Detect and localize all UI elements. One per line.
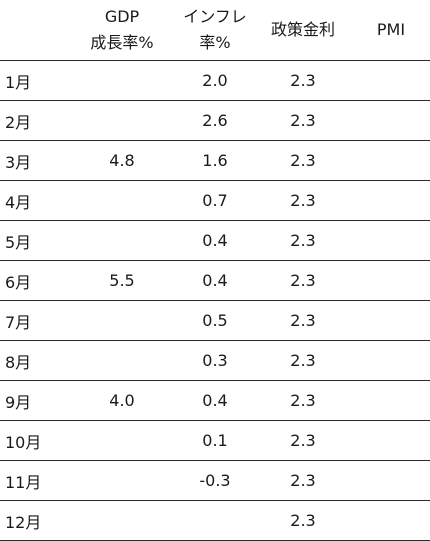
cell-inflation: -0.3 (176, 460, 254, 501)
cell-policy-rate: 2.3 (254, 220, 352, 261)
cell-inflation (176, 500, 254, 541)
cell-pmi (352, 460, 430, 501)
table-row: 11月 -0.3 2.3 (0, 460, 430, 501)
cell-month: 4月 (0, 180, 68, 221)
cell-inflation: 0.3 (176, 340, 254, 381)
cell-month: 6月 (0, 260, 68, 301)
table-body: 1月 2.0 2.3 2月 2.6 2.3 3月 4.8 1.6 2.3 4月 0.7 2.3 5月 0.4… (0, 60, 430, 541)
cell-inflation: 0.4 (176, 220, 254, 261)
cell-inflation: 2.0 (176, 60, 254, 101)
cell-month: 3月 (0, 140, 68, 181)
table-row: 4月 0.7 2.3 (0, 180, 430, 221)
cell-gdp-growth: 4.0 (68, 380, 176, 421)
header-inflation-line1: インフレ (183, 7, 247, 26)
cell-policy-rate: 2.3 (254, 340, 352, 381)
cell-month: 2月 (0, 100, 68, 141)
cell-policy-rate: 2.3 (254, 180, 352, 221)
table-row: 7月 0.5 2.3 (0, 300, 430, 341)
cell-pmi (352, 340, 430, 381)
table-row: 6月 5.5 0.4 2.3 (0, 260, 430, 301)
cell-month: 9月 (0, 380, 68, 421)
cell-policy-rate: 2.3 (254, 500, 352, 541)
cell-policy-rate: 2.3 (254, 260, 352, 301)
cell-pmi (352, 220, 430, 261)
cell-gdp-growth (68, 220, 176, 261)
header-row: GDP 成長率% インフレ 率% 政策金利 PMI (0, 0, 430, 61)
cell-pmi (352, 300, 430, 341)
cell-policy-rate: 2.3 (254, 420, 352, 461)
header-pmi: PMI (352, 0, 430, 61)
cell-inflation: 0.5 (176, 300, 254, 341)
header-gdp-line2: 成長率% (90, 33, 154, 52)
cell-gdp-growth (68, 100, 176, 141)
table-row: 2月 2.6 2.3 (0, 100, 430, 141)
table-row: 9月 4.0 0.4 2.3 (0, 380, 430, 421)
cell-inflation: 2.6 (176, 100, 254, 141)
cell-policy-rate: 2.3 (254, 300, 352, 341)
table-row: 8月 0.3 2.3 (0, 340, 430, 381)
cell-pmi (352, 500, 430, 541)
cell-pmi (352, 380, 430, 421)
cell-month: 12月 (0, 500, 68, 541)
cell-month: 1月 (0, 60, 68, 101)
cell-gdp-growth (68, 180, 176, 221)
cell-gdp-growth: 5.5 (68, 260, 176, 301)
header-policy-rate: 政策金利 (254, 0, 352, 61)
cell-inflation: 1.6 (176, 140, 254, 181)
table-row: 12月 2.3 (0, 500, 430, 541)
cell-policy-rate: 2.3 (254, 140, 352, 181)
header-inflation: インフレ 率% (176, 0, 254, 61)
cell-month: 5月 (0, 220, 68, 261)
cell-gdp-growth: 4.8 (68, 140, 176, 181)
table-row: 10月 0.1 2.3 (0, 420, 430, 461)
cell-policy-rate: 2.3 (254, 380, 352, 421)
header-month (0, 0, 68, 61)
cell-inflation: 0.1 (176, 420, 254, 461)
cell-policy-rate: 2.3 (254, 60, 352, 101)
cell-gdp-growth (68, 340, 176, 381)
table-header: GDP 成長率% インフレ 率% 政策金利 PMI (0, 0, 430, 61)
header-gdp-growth: GDP 成長率% (68, 0, 176, 61)
cell-pmi (352, 260, 430, 301)
cell-policy-rate: 2.3 (254, 100, 352, 141)
cell-pmi (352, 100, 430, 141)
cell-pmi (352, 180, 430, 221)
cell-month: 7月 (0, 300, 68, 341)
header-gdp-line1: GDP (104, 7, 140, 26)
cell-gdp-growth (68, 420, 176, 461)
cell-pmi (352, 140, 430, 181)
cell-gdp-growth (68, 300, 176, 341)
cell-inflation: 0.4 (176, 260, 254, 301)
cell-gdp-growth (68, 500, 176, 541)
cell-gdp-growth (68, 60, 176, 101)
cell-inflation: 0.4 (176, 380, 254, 421)
cell-policy-rate: 2.3 (254, 460, 352, 501)
cell-pmi (352, 60, 430, 101)
cell-month: 11月 (0, 460, 68, 501)
cell-gdp-growth (68, 460, 176, 501)
cell-month: 10月 (0, 420, 68, 461)
cell-pmi (352, 420, 430, 461)
table-row: 1月 2.0 2.3 (0, 60, 430, 101)
table-row: 3月 4.8 1.6 2.3 (0, 140, 430, 181)
table-row: 5月 0.4 2.3 (0, 220, 430, 261)
cell-inflation: 0.7 (176, 180, 254, 221)
header-inflation-line2: 率% (199, 33, 231, 52)
cell-month: 8月 (0, 340, 68, 381)
